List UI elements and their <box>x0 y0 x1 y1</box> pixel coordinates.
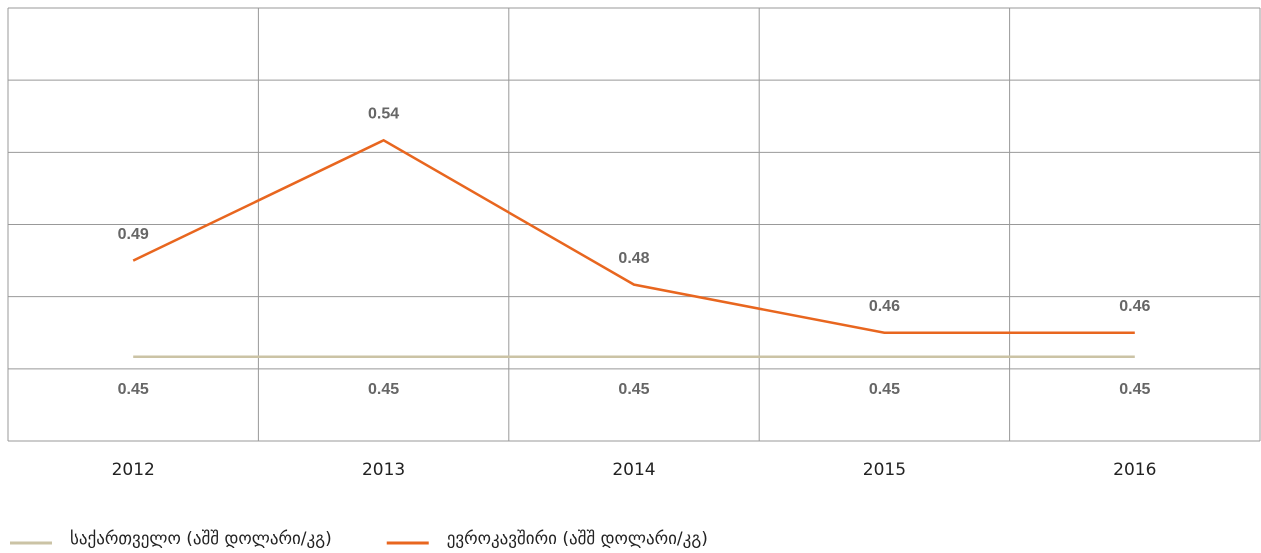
data-label: 0.45 <box>118 381 149 398</box>
legend-label: ევროკავშირი (აშშ დოლარი/კგ) <box>447 529 708 549</box>
legend-label: საქართველო (აშშ დოლარი/კგ) <box>70 529 332 549</box>
x-tick-label: 2016 <box>1113 460 1156 480</box>
data-label: 0.48 <box>618 250 649 267</box>
data-label: 0.54 <box>368 106 399 123</box>
x-tick-label: 2013 <box>362 460 405 480</box>
data-label: 0.46 <box>869 298 900 315</box>
series-line <box>132 138 1135 334</box>
data-label: 0.45 <box>869 381 900 398</box>
x-tick-label: 2014 <box>612 460 655 480</box>
data-label: 0.45 <box>618 381 649 398</box>
data-label: 0.45 <box>1119 381 1150 398</box>
x-tick-label: 2015 <box>863 460 906 480</box>
data-label: 0.49 <box>118 226 149 243</box>
x-tick-label: 2012 <box>112 460 155 480</box>
data-label: 0.45 <box>368 381 399 398</box>
data-label: 0.46 <box>1119 298 1150 315</box>
